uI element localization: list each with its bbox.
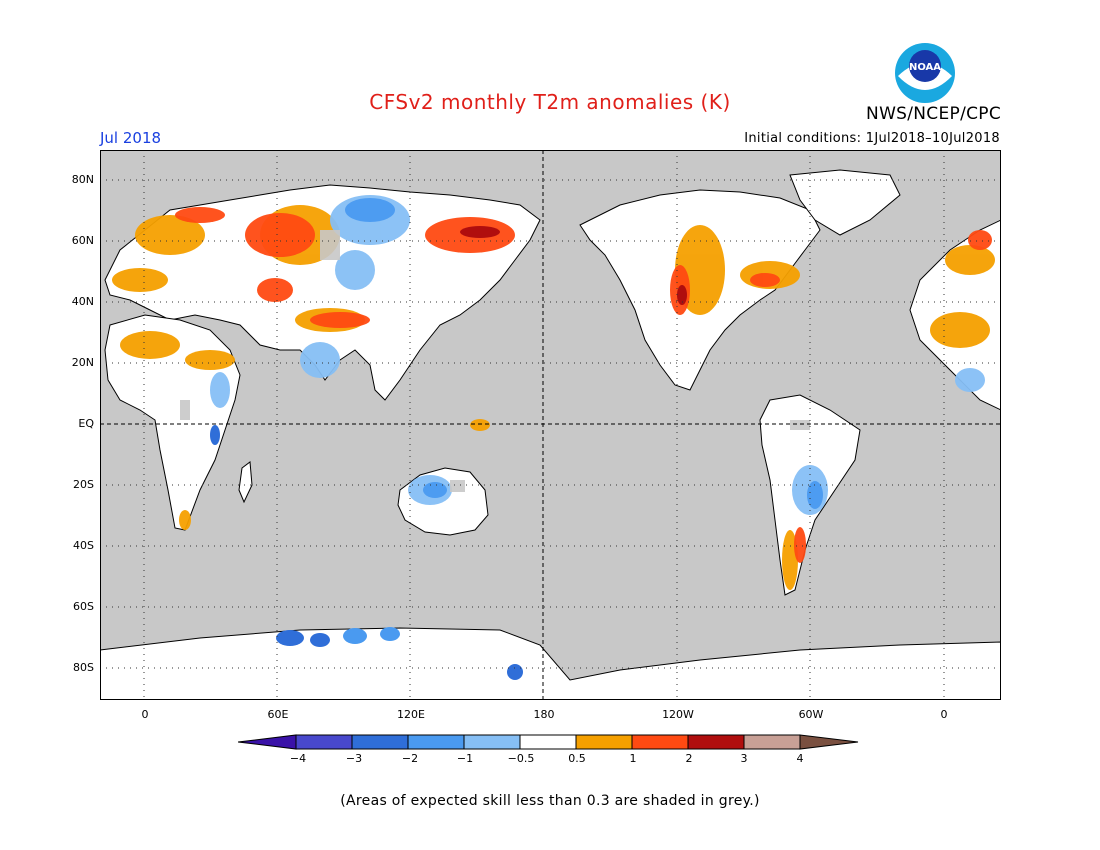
lat-label: 60S — [73, 600, 94, 613]
lon-label: 0 — [940, 708, 948, 721]
lat-label: 40S — [73, 539, 94, 552]
colorbar-segment — [407, 734, 465, 750]
cool-anomaly-moderate — [345, 198, 823, 509]
lat-label: 20S — [73, 478, 94, 491]
skill-footnote: (Areas of expected skill less than 0.3 a… — [340, 793, 760, 809]
lat-label: 60N — [71, 234, 94, 247]
noaa-logo-text: NOAA — [909, 62, 941, 73]
colorbar-segment — [575, 734, 633, 750]
colorbar-segment — [295, 734, 353, 750]
colorbar-label: 1 — [629, 752, 637, 765]
colorbar-label: 0.5 — [568, 752, 586, 765]
greenland-landmass — [789, 169, 901, 236]
forecast-month: Jul 2018 — [100, 129, 162, 147]
initial-conditions: Initial conditions: 1Jul2018–10Jul2018 — [744, 131, 1000, 146]
lat-label: 20N — [71, 356, 94, 369]
map-title: CFSv2 monthly T2m anomalies (K) — [369, 90, 731, 114]
colorbar — [238, 734, 859, 750]
colorbar-label: −3 — [345, 752, 363, 765]
colorbar-label: −1 — [456, 752, 474, 765]
lon-label: 60W — [798, 708, 824, 721]
colorbar-label: 2 — [685, 752, 693, 765]
antarctica-landmass — [100, 627, 1001, 700]
colorbar-segment — [631, 734, 689, 750]
organization-label: NWS/NCEP/CPC — [866, 104, 1001, 124]
colorbar-label: 4 — [796, 752, 804, 765]
lon-label: 120W — [662, 708, 694, 721]
lon-label: 0 — [141, 708, 149, 721]
noaa-logo: NOAA — [895, 43, 955, 103]
anomaly-map — [100, 150, 1001, 700]
warm-anomaly-extreme — [460, 226, 687, 305]
madagascar-landmass — [238, 461, 253, 504]
colorbar-arrow-high — [799, 734, 859, 750]
colorbar-segment — [351, 734, 409, 750]
colorbar-label: 3 — [740, 752, 748, 765]
lon-label: 120E — [397, 708, 425, 721]
colorbar-label: −2 — [401, 752, 419, 765]
lat-label: EQ — [78, 417, 94, 430]
lat-label: 80S — [73, 661, 94, 674]
low-skill-shading — [180, 230, 810, 492]
lon-label: 60E — [267, 708, 289, 721]
colorbar-segment — [743, 734, 801, 750]
colorbar-segment — [687, 734, 745, 750]
lat-label: 40N — [71, 295, 94, 308]
colorbar-segment — [463, 734, 521, 750]
colorbar-label: −0.5 — [507, 752, 535, 765]
colorbar-segment — [519, 734, 577, 750]
graticule — [100, 150, 1001, 700]
lat-label: 80N — [71, 173, 94, 186]
cool-anomaly-strong — [210, 425, 523, 680]
lon-label: 180 — [533, 708, 555, 721]
antarctic-cool-spots — [343, 627, 400, 644]
colorbar-arrow-low — [238, 734, 297, 750]
colorbar-label: −4 — [289, 752, 307, 765]
